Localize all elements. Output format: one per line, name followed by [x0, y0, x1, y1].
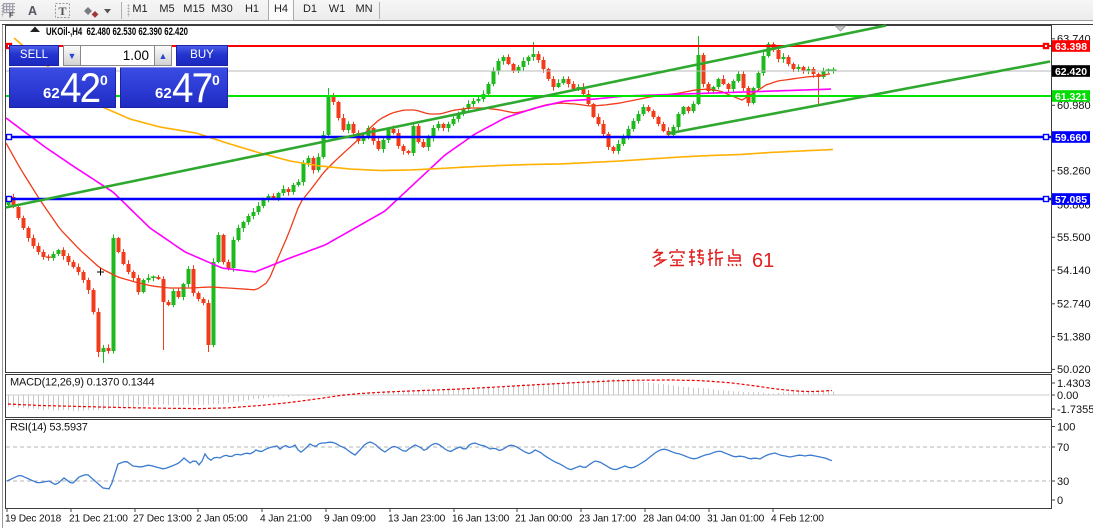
- svg-text:0: 0: [1057, 495, 1063, 507]
- svg-text:60.980: 60.980: [1057, 100, 1091, 112]
- svg-text:T: T: [59, 4, 67, 18]
- svg-text:2 Jan 05:00: 2 Jan 05:00: [196, 514, 248, 525]
- svg-text:57.085: 57.085: [1055, 194, 1087, 206]
- svg-text:-1.7355: -1.7355: [1057, 404, 1093, 416]
- svg-text:UKOil-,H4 62.480 62.530 62.39: UKOil-,H4 62.480 62.530 62.390 62.420: [46, 26, 188, 38]
- svg-text:54.140: 54.140: [1057, 265, 1091, 277]
- svg-text:1.4303: 1.4303: [1057, 378, 1091, 390]
- svg-text:F: F: [9, 11, 14, 20]
- svg-text:52.740: 52.740: [1057, 299, 1091, 311]
- svg-text:RSI(14) 53.5937: RSI(14) 53.5937: [10, 422, 88, 434]
- svg-text:4 Jan 21:00: 4 Jan 21:00: [260, 514, 312, 525]
- svg-text:28 Jan 04:00: 28 Jan 04:00: [643, 514, 701, 525]
- svg-text:59.660: 59.660: [1055, 132, 1087, 144]
- svg-text:MACD(12,26,9) 0.1370 0.1344: MACD(12,26,9) 0.1370 0.1344: [10, 377, 154, 389]
- svg-text:61: 61: [752, 250, 774, 272]
- svg-text:23 Jan 17:00: 23 Jan 17:00: [579, 514, 637, 525]
- svg-text:58.260: 58.260: [1057, 166, 1091, 178]
- svg-text:63.398: 63.398: [1055, 41, 1087, 53]
- svg-text:4 Feb 12:00: 4 Feb 12:00: [771, 514, 824, 525]
- svg-text:70: 70: [1057, 442, 1069, 454]
- svg-text:62.420: 62.420: [1055, 66, 1087, 78]
- svg-text:61.321: 61.321: [1055, 91, 1087, 103]
- svg-text:A: A: [28, 4, 37, 18]
- svg-text:31 Jan 01:00: 31 Jan 01:00: [707, 514, 765, 525]
- svg-text:16 Jan 13:00: 16 Jan 13:00: [452, 514, 510, 525]
- svg-text:21 Dec 21:00: 21 Dec 21:00: [69, 514, 128, 525]
- svg-text:13 Jan 23:00: 13 Jan 23:00: [388, 514, 446, 525]
- svg-text:9 Jan 09:00: 9 Jan 09:00: [324, 514, 376, 525]
- svg-text:0.00: 0.00: [1057, 390, 1078, 402]
- svg-text:30: 30: [1057, 476, 1069, 488]
- svg-text:51.380: 51.380: [1057, 331, 1091, 343]
- svg-text:19 Dec 2018: 19 Dec 2018: [5, 514, 62, 525]
- svg-text:55.500: 55.500: [1057, 232, 1091, 244]
- svg-text:27 Dec 13:00: 27 Dec 13:00: [133, 514, 192, 525]
- svg-text:100: 100: [1057, 421, 1075, 433]
- svg-text:50.020: 50.020: [1057, 364, 1091, 376]
- svg-text:21 Jan 00:00: 21 Jan 00:00: [515, 514, 573, 525]
